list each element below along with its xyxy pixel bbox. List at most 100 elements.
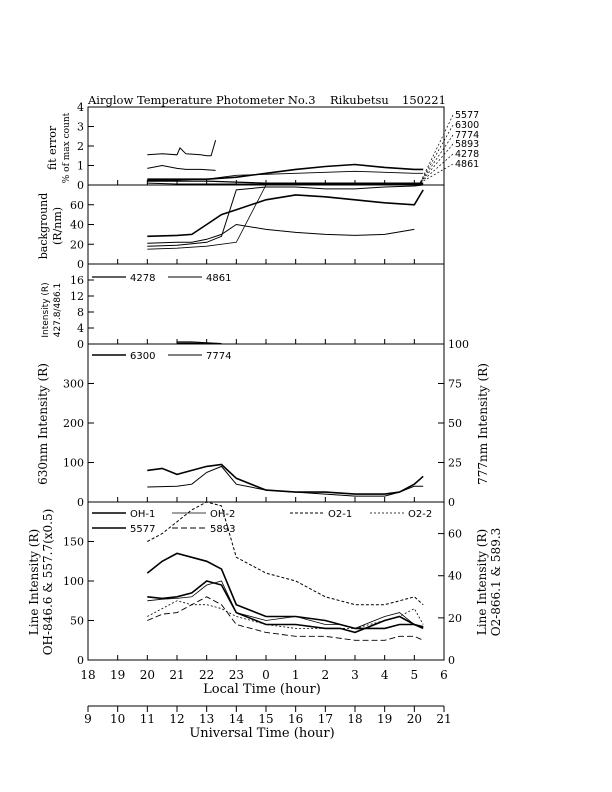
- p4-ytick-label: 200: [63, 417, 84, 430]
- series-p5-O2-1: [147, 501, 424, 606]
- p3-ylabel2: 427.8/486.1: [53, 283, 63, 338]
- fit-error-label-5577: 5577: [455, 110, 479, 121]
- local-time-tick-label: 22: [199, 668, 214, 682]
- series-p2-5893: [147, 184, 415, 250]
- series-p5-O2-2: [147, 600, 424, 629]
- series-p2-5577: [147, 223, 415, 244]
- p3-ytick-label: 16: [70, 274, 84, 287]
- p1-ylabel: fit error: [46, 125, 59, 170]
- p4-ytick-label: 300: [63, 378, 84, 391]
- title-date: 150221: [402, 93, 446, 107]
- p1-ytick-label: 1: [77, 160, 84, 173]
- local-time-tick-label: 6: [440, 668, 448, 682]
- p3-ytick-label: 0: [77, 338, 84, 351]
- legend-o21-label: O2-1: [328, 509, 352, 520]
- ut-tick-label: 16: [288, 712, 303, 726]
- legend-4861-label: 4861: [206, 273, 231, 284]
- series-p1-5893: [147, 170, 424, 181]
- local-time-tick-label: 18: [80, 668, 95, 682]
- p5-ytick-label: 150: [63, 536, 84, 549]
- local-time-tick-label: 5: [411, 668, 419, 682]
- p1-ytick-label: 4: [77, 101, 84, 114]
- ut-tick-label: 10: [110, 712, 125, 726]
- legend-oh2-label: OH-2: [210, 509, 235, 520]
- series-p4-6300: [147, 463, 424, 495]
- fit-error-leader-4278: [419, 153, 454, 184]
- local-time-tick-label: 20: [140, 668, 155, 682]
- p3-ytick-label: 12: [70, 290, 84, 303]
- p4-ytick-right-label: 100: [448, 338, 469, 351]
- ut-tick-label: 15: [258, 712, 273, 726]
- local-time-tick-label: 4: [381, 668, 389, 682]
- p5-ytick-right-label: 20: [448, 612, 462, 625]
- legend-o22-label: O2-2: [408, 509, 432, 520]
- ut-tick-label: 17: [318, 712, 333, 726]
- p3-ylabel: Intensity (R): [41, 282, 51, 337]
- series-p1-5577: [147, 140, 217, 157]
- local-time-label: Local Time (hour): [203, 682, 321, 697]
- p2-ytick-label: 0: [77, 258, 84, 271]
- p5-ylabel2: OH-846.6 & 557.7(x0.5): [41, 509, 55, 656]
- local-time-tick-label: 23: [229, 668, 244, 682]
- series-p2-6300: [147, 189, 424, 238]
- series-p2-7774: [147, 184, 424, 247]
- p5-ylabel-right: Line Intensity (R): [475, 529, 489, 635]
- p1-ytick-label: 2: [77, 140, 84, 153]
- legend-oh1-label: OH-1: [130, 509, 155, 520]
- ut-tick-label: 12: [169, 712, 184, 726]
- fit-error-leader-5577: [419, 114, 454, 184]
- ut-tick-label: 13: [199, 712, 214, 726]
- local-time-tick-label: 3: [351, 668, 359, 682]
- legend-7774-label: 7774: [206, 351, 231, 362]
- fit-error-label-4278: 4278: [455, 149, 479, 160]
- fit-error-leader-6300: [419, 124, 454, 184]
- series-p1-4278: [147, 180, 424, 184]
- ut-tick-label: 9: [84, 712, 92, 726]
- local-time-tick-label: 21: [169, 668, 184, 682]
- local-time-tick-label: 2: [322, 668, 330, 682]
- series-p3-4861: [177, 342, 222, 345]
- ut-tick-label: 20: [407, 712, 422, 726]
- p4-ylabel-right: 777nm Intensity (R): [476, 363, 490, 485]
- fit-error-leader-7774: [419, 134, 454, 184]
- series-p1-7774: [147, 164, 216, 171]
- panel-background-frame: [87, 184, 445, 265]
- p5-ytick-label: 50: [70, 615, 84, 628]
- p1-ytick-label: 0: [77, 179, 84, 192]
- series-p1-4861: [147, 182, 424, 185]
- p2-ylabel2: (R/nm): [51, 207, 64, 245]
- series-p5-5577: [146, 552, 424, 630]
- p5-ylabel: Line Intensity (R): [27, 529, 41, 635]
- p1-ytick-label: 3: [77, 121, 84, 134]
- local-time-tick-label: 0: [262, 668, 270, 682]
- p4-ytick-label: 0: [77, 496, 84, 509]
- p4-ytick-right-label: 50: [448, 417, 462, 430]
- fit-error-label-7774: 7774: [455, 130, 479, 141]
- p3-ytick-label: 8: [77, 306, 84, 319]
- legend-6300-label: 6300: [130, 351, 155, 362]
- p5-ytick-right-label: 40: [448, 570, 462, 583]
- universal-time-label: Universal Time (hour): [189, 726, 334, 741]
- fit-error-label-5893: 5893: [455, 139, 479, 150]
- p2-ytick-label: 40: [70, 219, 84, 232]
- p4-ytick-right-label: 25: [448, 457, 462, 470]
- p5-ytick-label: 100: [63, 575, 84, 588]
- series-p5-OH-2: [147, 580, 424, 629]
- ut-tick-label: 19: [377, 712, 392, 726]
- p5-ytick-right-label: 60: [448, 528, 462, 541]
- legend-4278-label: 4278: [130, 273, 155, 284]
- p4-ytick-right-label: 0: [448, 496, 455, 509]
- local-time-tick-label: 1: [292, 668, 300, 682]
- p4-ylabel: 630nm Intensity (R): [36, 363, 50, 485]
- p1-ylabel2: % of max count: [62, 112, 72, 183]
- p2-ytick-label: 60: [70, 199, 84, 212]
- legend-5893-label: 5893: [210, 524, 235, 535]
- p4-ytick-right-label: 75: [448, 378, 462, 391]
- fit-error-label-6300: 6300: [455, 120, 479, 131]
- title-station: Rikubetsu: [330, 93, 389, 107]
- p4-ytick-label: 100: [63, 457, 84, 470]
- p3-ytick-label: 4: [77, 322, 84, 335]
- p2-ytick-label: 20: [70, 238, 84, 251]
